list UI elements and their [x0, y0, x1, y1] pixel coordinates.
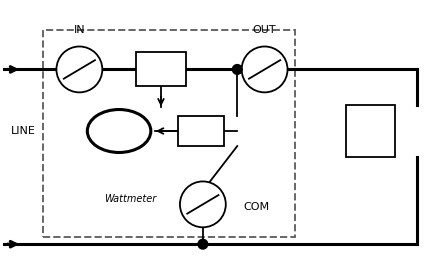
Bar [136, 52, 186, 86]
Bar [346, 105, 395, 157]
Circle shape [232, 64, 242, 74]
Text: V: V [207, 130, 213, 139]
Text: S: S [194, 123, 201, 133]
Text: IN: IN [74, 25, 85, 35]
Text: S: S [154, 62, 161, 72]
Circle shape [56, 46, 102, 92]
Text: W: W [113, 124, 125, 138]
Text: Wattmeter: Wattmeter [104, 194, 156, 204]
Bar [177, 116, 224, 146]
Circle shape [180, 181, 226, 227]
Text: LOAD: LOAD [355, 126, 386, 136]
Text: A: A [168, 69, 174, 78]
Ellipse shape [87, 110, 151, 152]
Text: COM: COM [243, 202, 269, 212]
Circle shape [242, 46, 288, 92]
Text: LINE: LINE [11, 126, 35, 136]
Circle shape [198, 239, 208, 249]
Text: OUT: OUT [253, 25, 277, 35]
